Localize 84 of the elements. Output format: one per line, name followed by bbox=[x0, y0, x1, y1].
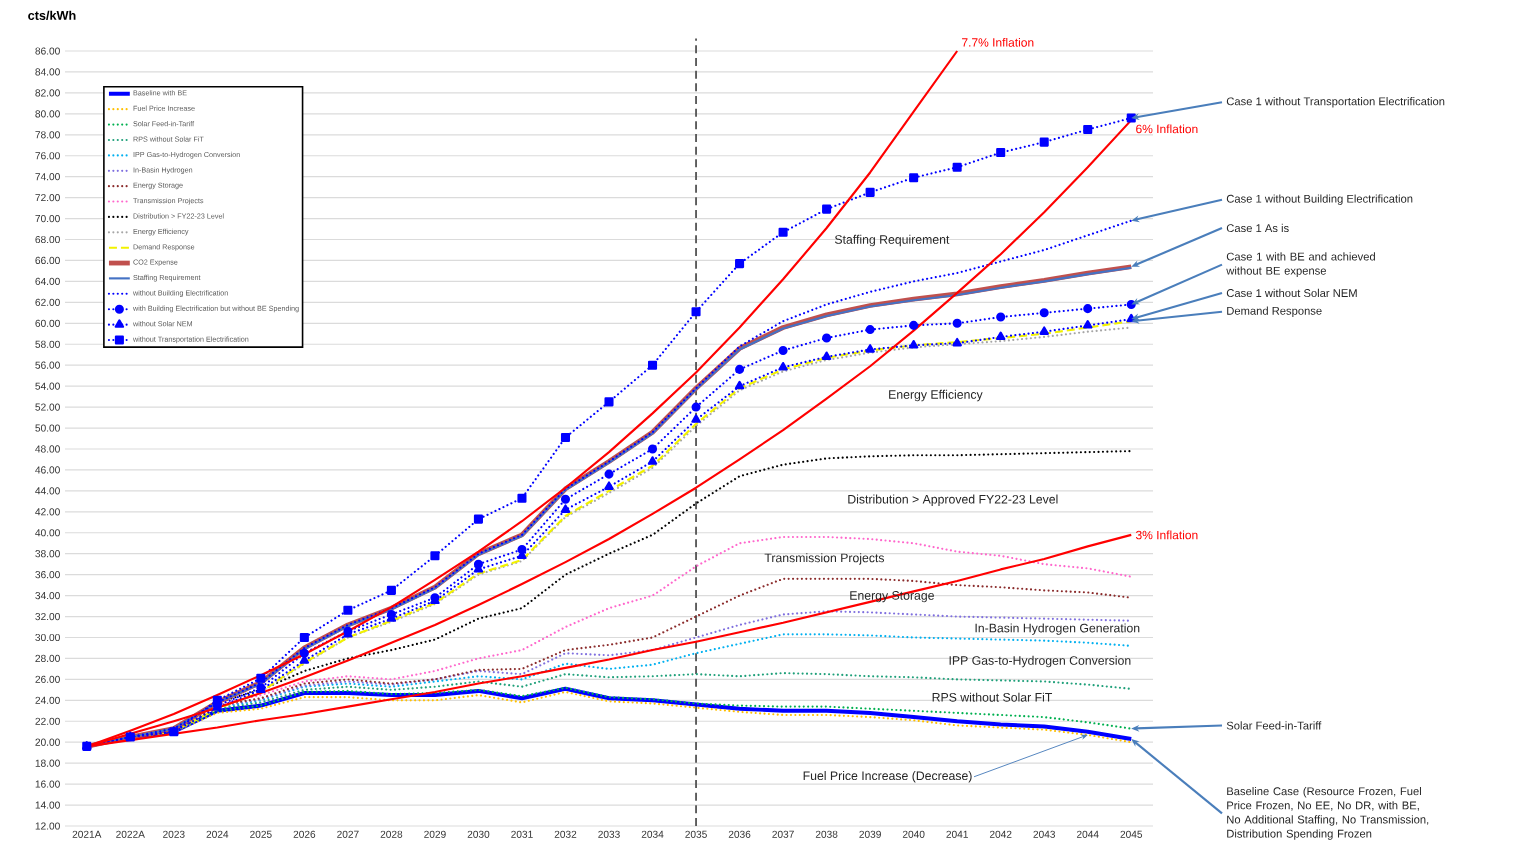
annotation: RPS without Solar FiT bbox=[932, 692, 1053, 702]
x-tick-label: 2033 bbox=[598, 830, 620, 838]
x-tick-label: 2031 bbox=[511, 830, 533, 838]
y-tick-label: 86.00 bbox=[35, 47, 60, 55]
y-tick-label: 54.00 bbox=[35, 382, 60, 390]
annotation: Energy Storage bbox=[850, 591, 934, 603]
series-label: 6% Inflation bbox=[1136, 124, 1198, 134]
y-tick-label: 24.00 bbox=[35, 696, 60, 704]
x-tick-label: 2035 bbox=[685, 830, 707, 838]
x-tick-label: 2029 bbox=[424, 830, 446, 838]
y-tick-label: 38.00 bbox=[35, 550, 60, 558]
x-tick-label: 2036 bbox=[728, 830, 751, 838]
y-tick-label: 52.00 bbox=[35, 403, 60, 411]
y-tick-label: 58.00 bbox=[35, 340, 60, 348]
annotation: Fuel Price Increase (Decrease) bbox=[803, 771, 972, 783]
y-tick-label: 14.00 bbox=[35, 801, 60, 809]
y-tick-label: 72.00 bbox=[35, 194, 60, 202]
annotation: Distribution > Approved FY22-23 Level bbox=[848, 494, 1058, 507]
x-tick-label: 2027 bbox=[337, 830, 359, 838]
y-tick-label: 42.00 bbox=[35, 508, 60, 516]
x-tick-label: 2030 bbox=[467, 830, 490, 838]
series-label: 7.7% Inflation bbox=[962, 37, 1034, 47]
series-label: 3% Inflation bbox=[1135, 530, 1198, 540]
annotation: Staffing Requirement bbox=[834, 234, 950, 247]
x-tick-label: 2045 bbox=[1120, 830, 1143, 838]
annotation: Case 1 As is bbox=[1226, 223, 1289, 233]
annotation: In-Basin Hydrogen Generation bbox=[975, 623, 1140, 635]
y-tick-label: 20.00 bbox=[35, 738, 60, 746]
y-tick-label: 30.00 bbox=[35, 633, 60, 642]
y-tick-label: 28.00 bbox=[35, 654, 60, 663]
x-tick-label: 2023 bbox=[163, 830, 185, 838]
y-tick-label: 62.00 bbox=[35, 298, 60, 306]
x-tick-label: 2041 bbox=[946, 830, 968, 838]
y-tick-label: 40.00 bbox=[35, 529, 60, 537]
annotation: Solar Feed-in-Tariff bbox=[1226, 721, 1322, 730]
y-tick-label: 78.00 bbox=[35, 131, 60, 139]
x-tick-label: 2044 bbox=[1076, 830, 1099, 838]
x-tick-label: 2034 bbox=[641, 830, 664, 838]
x-tick-label: 2043 bbox=[1033, 830, 1056, 838]
y-axis-title: cts/kWh bbox=[28, 10, 76, 21]
x-tick-label: 2039 bbox=[859, 830, 881, 838]
y-tick-label: 84.00 bbox=[35, 68, 60, 76]
y-tick-label: 46.00 bbox=[35, 466, 60, 474]
annotation: Transmission Projects bbox=[764, 553, 885, 565]
y-tick-label: 50.00 bbox=[35, 424, 60, 432]
annotation: Case 1 with BE and achieved without BE expense bbox=[1226, 252, 1375, 277]
x-tick-label: 2025 bbox=[250, 830, 272, 838]
annotation: Demand Response bbox=[1227, 306, 1322, 317]
x-tick-label: 2024 bbox=[206, 830, 229, 838]
annotation: Case 1 without Transportation Electrification bbox=[1226, 97, 1445, 108]
y-tick-label: 16.00 bbox=[35, 780, 60, 788]
y-tick-label: 12.00 bbox=[35, 822, 60, 830]
y-tick-label: 18.00 bbox=[35, 759, 60, 767]
y-tick-label: 60.00 bbox=[35, 319, 60, 327]
y-tick-label: 80.00 bbox=[35, 110, 60, 118]
y-tick-label: 56.00 bbox=[35, 361, 60, 369]
y-tick-label: 70.00 bbox=[35, 214, 60, 223]
x-tick-label: 2038 bbox=[815, 830, 838, 838]
annotation: Baseline Case (Resource Frozen, Fuel Price Frozen, No EE, No DR, with BE, No Additional Staffing, No Transmission, Distribution Spending Frozen bbox=[1227, 787, 1429, 840]
y-tick-label: 34.00 bbox=[35, 591, 60, 600]
y-tick-label: 22.00 bbox=[35, 717, 60, 725]
y-tick-label: 64.00 bbox=[35, 277, 60, 285]
y-tick-label: 44.00 bbox=[35, 487, 60, 495]
x-tick-label: 2040 bbox=[902, 830, 925, 838]
y-tick-label: 48.00 bbox=[35, 445, 60, 453]
y-tick-label: 66.00 bbox=[35, 256, 60, 265]
annotation: Energy Efficiency bbox=[889, 389, 983, 402]
x-tick-label: 2037 bbox=[772, 830, 794, 838]
x-tick-label: 2022A bbox=[116, 830, 145, 838]
annotation: IPP Gas-to-Hydrogen Conversion bbox=[949, 655, 1131, 668]
y-tick-label: 32.00 bbox=[35, 612, 60, 621]
y-tick-label: 68.00 bbox=[35, 235, 60, 244]
y-tick-label: 76.00 bbox=[35, 152, 60, 160]
x-tick-label: 2028 bbox=[380, 830, 403, 838]
annotation: Case 1 without Solar NEM bbox=[1226, 288, 1357, 298]
y-tick-label: 26.00 bbox=[35, 675, 60, 683]
x-tick-label: 2021A bbox=[72, 830, 102, 838]
x-tick-label: 2042 bbox=[989, 830, 1012, 838]
y-tick-label: 36.00 bbox=[35, 571, 60, 579]
y-tick-label: 74.00 bbox=[35, 173, 60, 181]
annotation: Case 1 without Building Electrification bbox=[1226, 194, 1413, 205]
x-tick-label: 2032 bbox=[554, 830, 577, 838]
x-tick-label: 2026 bbox=[293, 830, 316, 838]
y-tick-label: 82.00 bbox=[35, 89, 60, 97]
